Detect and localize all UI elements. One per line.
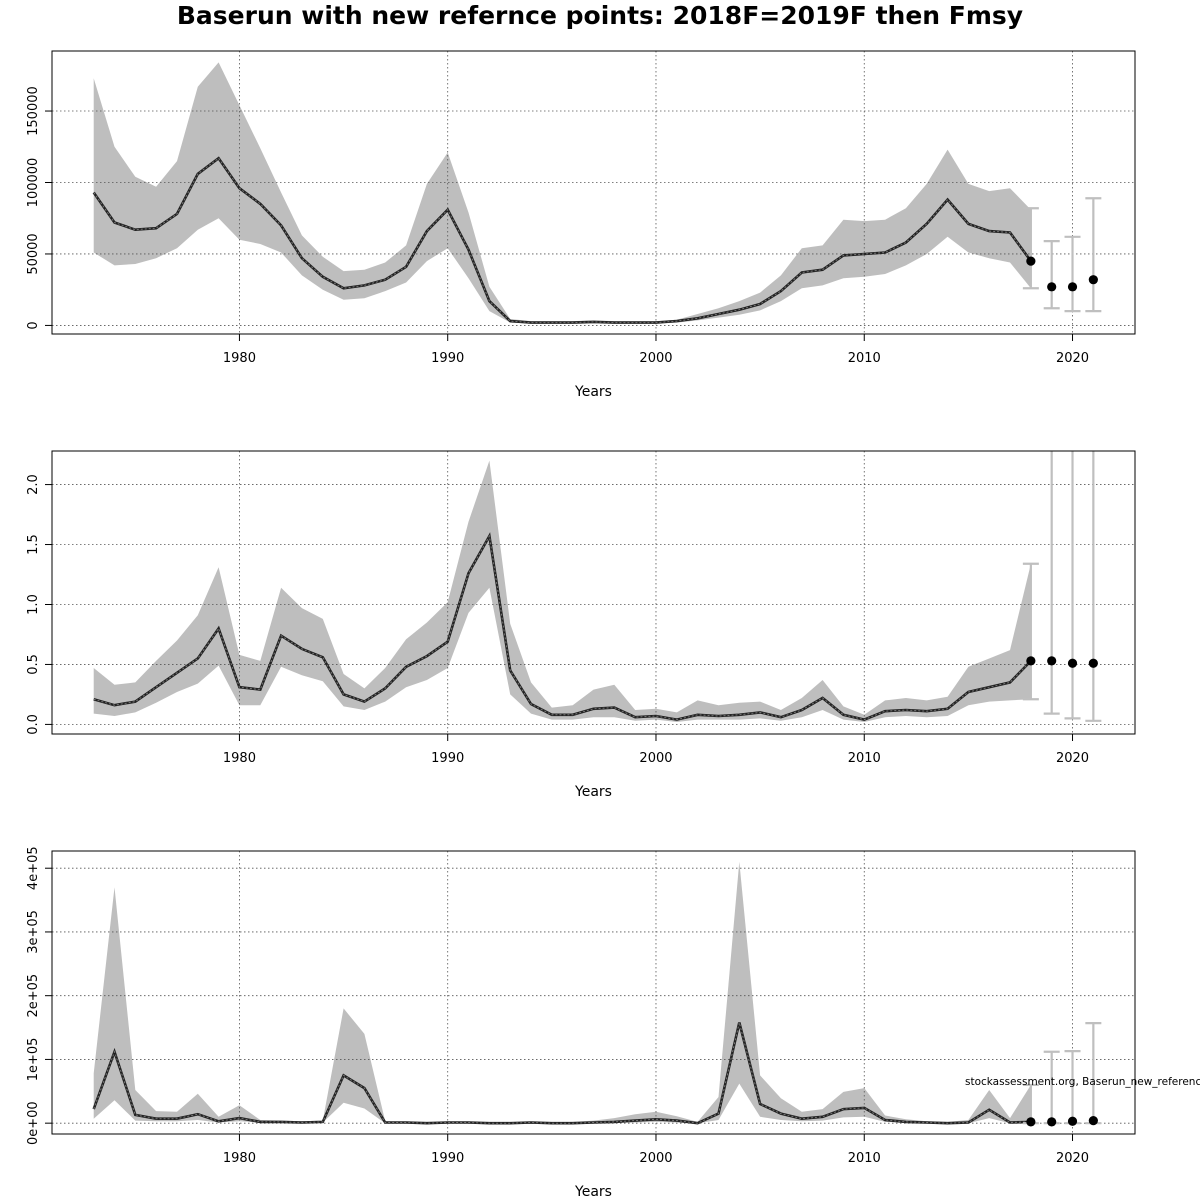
x-tick-label: 1980 [223,751,256,766]
x-axis-label: Years [574,384,612,400]
x-axis-label: Years [574,784,612,800]
x-tick-label: 1990 [431,1151,464,1166]
x-tick-label: 2020 [1056,1151,1089,1166]
plot-frame [51,50,1136,335]
forecast-point [1067,658,1078,668]
y-tick-label: 1.5 [26,534,41,555]
x-axis-label: Years [574,1184,612,1200]
x-tick-label: 2010 [848,1151,881,1166]
x-tick-label: 2000 [639,751,672,766]
y-tick-label: 4e+05 [26,846,41,890]
y-tick-label: 2.0 [26,474,41,495]
estimate-line [92,1022,1031,1125]
y-tick-label: 0e+00 [26,1101,41,1145]
credit-text: stockassessment.org, Baserun_new_referen… [965,1076,1200,1088]
x-tick-label: 2000 [639,1151,672,1166]
y-tick-label: 100000 [26,158,41,208]
forecast-point [1088,1116,1098,1126]
figure-title: Baserun with new refernce points: 2018F=… [176,1,1024,30]
y-tick-label: 50000 [26,233,41,274]
forecast-point [1047,1117,1057,1127]
chart-panel-1: 0 50000 100000 150000 1980 1990 2000 2010 2020 Ye… [26,50,1136,400]
x-tick-label: 2010 [848,751,881,766]
confidence-band [93,861,1031,1124]
y-tick-label: 150000 [26,86,41,136]
estimate-line-dash [93,1022,1031,1124]
x-tick-label: 1980 [223,1151,256,1166]
x-tick-label: 1990 [431,751,464,766]
chart-panel-3: 0e+00 1e+05 2e+05 3e+05 4e+05 1980 1990 2000 201… [26,846,1200,1200]
x-tick-label: 1990 [431,351,464,366]
x-tick-label: 2000 [639,351,672,366]
confidence-band [93,62,1031,324]
forecast-point [1088,658,1098,668]
chart-panel-2: 0.0 0.5 1.0 1.5 2.0 1980 1990 2000 2010 2020 Years [26,450,1136,800]
forecast-point [1047,656,1057,666]
y-tick-label: 3e+05 [26,910,41,954]
y-tick-label: 0.5 [26,654,41,675]
forecast-point [1047,282,1057,292]
y-tick-label: 0.0 [26,714,41,735]
y-tick-label: 0 [26,321,41,329]
forecast-point [1067,1116,1078,1126]
estimate-line [93,532,1032,721]
estimate-line-dash [93,157,1032,324]
x-tick-label: 2010 [848,351,881,366]
plot-frame [51,850,1136,1135]
x-tick-label: 2020 [1056,751,1089,766]
forecast-point [1088,275,1098,285]
y-tick-label: 1.0 [26,594,41,615]
forecast-point [1026,656,1036,666]
plot-frame [51,450,1136,735]
y-tick-label: 1e+05 [26,1038,41,1082]
forecast-point [1067,282,1078,292]
forecast-point [1026,1117,1036,1127]
x-tick-label: 2020 [1056,351,1089,366]
forecast-point [1026,256,1036,266]
x-tick-label: 1980 [223,351,256,366]
confidence-band [93,460,1031,722]
y-tick-label: 2e+05 [26,974,41,1018]
